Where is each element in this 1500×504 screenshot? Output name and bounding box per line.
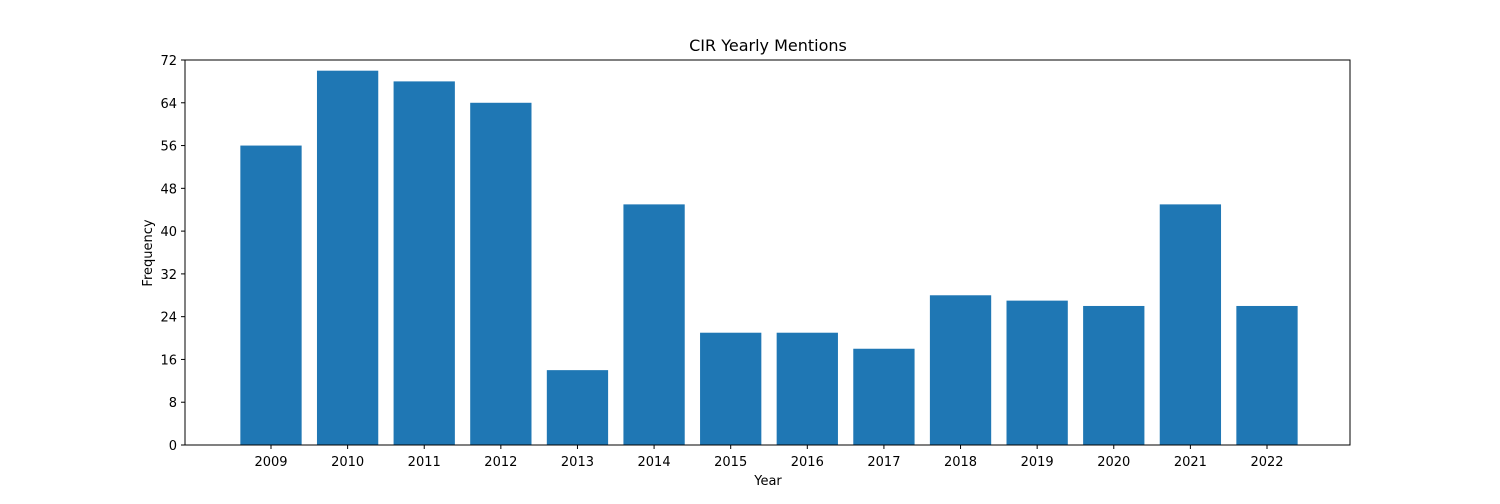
chart-title: CIR Yearly Mentions: [689, 36, 847, 55]
x-tick-label: 2021: [1174, 455, 1207, 470]
y-tick-label: 32: [160, 268, 177, 283]
y-tick-label: 64: [160, 97, 177, 112]
bars-layer: [240, 70, 1298, 446]
bar-2010: [316, 70, 379, 445]
bar-2019: [1006, 300, 1068, 446]
x-tick-label: 2010: [331, 455, 364, 470]
x-tick-label: 2017: [867, 455, 900, 470]
plot-frame: [184, 59, 1351, 446]
y-tick-label: 0: [169, 439, 177, 454]
x-tick-label: 2011: [408, 455, 441, 470]
x-tick-label: 2015: [714, 455, 747, 470]
y-tick-label: 72: [160, 54, 177, 69]
y-tick-label: 24: [160, 311, 177, 326]
bar-2017: [853, 348, 915, 445]
x-tick-label: 2013: [561, 455, 594, 470]
bar-2021: [1159, 204, 1222, 446]
x-tick-label: 2014: [638, 455, 671, 470]
bar-2011: [393, 81, 455, 445]
y-tick-label: 16: [160, 353, 177, 368]
y-tick-label: 48: [160, 182, 177, 197]
y-axis-label: Frequency: [141, 219, 156, 286]
x-tick-label: 2009: [254, 455, 287, 470]
x-axis-ticks: 2009 2010 2011 2012 2013 2014 2015 2016 2017 2018…: [254, 445, 1284, 470]
bar-2020: [1083, 305, 1145, 445]
x-tick-label: 2019: [1021, 455, 1054, 470]
bar-2015: [700, 332, 762, 445]
x-tick-label: 2018: [944, 455, 977, 470]
x-tick-label: 2020: [1097, 455, 1130, 470]
x-tick-label: 2016: [791, 455, 824, 470]
bar-2016: [776, 332, 838, 445]
bar-2018: [929, 295, 992, 445]
x-tick-label: 2012: [484, 455, 517, 470]
bar-2022: [1236, 305, 1298, 445]
y-axis-ticks: 0 8 16 24 32 40 48 56 64 72: [160, 54, 185, 454]
bar-2009: [240, 145, 302, 445]
y-tick-label: 56: [160, 140, 177, 155]
y-tick-label: 8: [169, 396, 177, 411]
x-axis-label: Year: [753, 474, 782, 489]
bar-2012: [470, 102, 532, 445]
y-tick-label: 40: [160, 225, 177, 240]
x-tick-label: 2022: [1250, 455, 1283, 470]
bar-2014: [623, 204, 685, 446]
bar-2013: [546, 370, 609, 445]
